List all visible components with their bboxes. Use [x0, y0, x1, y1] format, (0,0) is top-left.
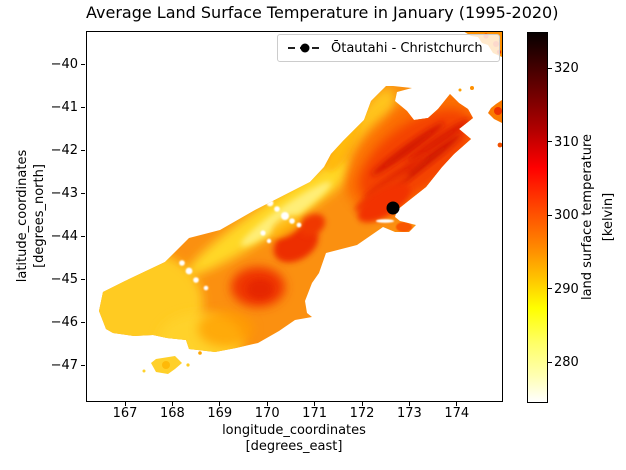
- x-axis-label-line2: [degrees_east]: [245, 439, 343, 454]
- x-tick-mark: [361, 402, 363, 406]
- islet-dot: [470, 86, 474, 90]
- plot-area: [86, 31, 503, 401]
- colorbar-label-line2: [kelvin]: [601, 192, 616, 242]
- y-tick-label: −46: [50, 315, 78, 330]
- y-tick-label: −44: [50, 229, 78, 244]
- y-tick-label: −41: [50, 100, 78, 115]
- y-tick-label: −42: [50, 143, 78, 158]
- x-tick-label: 174: [444, 406, 470, 421]
- x-tick-label: 173: [396, 406, 422, 421]
- x-tick-label: 167: [112, 406, 138, 421]
- x-tick-label: 171: [302, 406, 328, 421]
- islet-dot: [497, 142, 503, 148]
- stewart-island-texture: [162, 361, 170, 369]
- islet-dot: [142, 369, 146, 373]
- y-tick-mark: [81, 364, 85, 366]
- chart-title: Average Land Surface Temperature in Janu…: [86, 3, 559, 22]
- x-axis-label: longitude_coordinates [degrees_east]: [86, 423, 502, 455]
- islet-dot: [186, 363, 190, 367]
- wellington-texture: [494, 107, 502, 115]
- y-axis-label: latitude_coordinates [degrees_north]: [14, 150, 48, 282]
- x-tick-label: 168: [159, 406, 185, 421]
- colorbar-tick-mark: [548, 67, 552, 69]
- y-tick-mark: [81, 106, 85, 108]
- colorbar-tick-label: 310: [554, 134, 579, 150]
- y-tick-mark: [81, 235, 85, 237]
- y-tick-label: −43: [50, 186, 78, 201]
- y-tick-mark: [81, 149, 85, 151]
- x-tick-mark: [266, 402, 268, 406]
- colorbar-tick-label: 320: [554, 61, 579, 76]
- colorbar-tick-mark: [548, 361, 552, 363]
- y-tick-mark: [81, 321, 85, 323]
- islet-dot: [458, 88, 462, 92]
- colorbar-tick-mark: [548, 214, 552, 216]
- x-tick-mark: [456, 402, 458, 406]
- y-tick-mark: [81, 192, 85, 194]
- y-tick-mark: [81, 278, 85, 280]
- colorbar-tick-label: 290: [554, 281, 579, 297]
- x-tick-label: 170: [254, 406, 280, 421]
- x-tick-mark: [124, 402, 126, 406]
- x-axis-label-line1: longitude_coordinates: [222, 423, 366, 438]
- christchurch-marker: [386, 201, 400, 215]
- y-axis-label-line1: latitude_coordinates: [15, 149, 30, 283]
- y-tick-mark: [81, 63, 85, 65]
- x-tick-mark: [219, 402, 221, 406]
- colorbar-tick-mark: [548, 141, 552, 142]
- legend-marker-icon: [288, 43, 322, 53]
- x-tick-mark: [314, 402, 316, 406]
- y-axis-label-line2: [degrees_north]: [32, 164, 47, 268]
- y-tick-label: −45: [50, 272, 78, 287]
- temperature-raster: [99, 88, 473, 352]
- map-canvas: [99, 31, 503, 374]
- legend: Ōtautahi - Christchurch: [277, 34, 500, 62]
- x-tick-mark: [408, 402, 410, 406]
- islet-dot: [198, 351, 202, 355]
- x-tick-label: 169: [207, 406, 233, 421]
- legend-label: Ōtautahi - Christchurch: [331, 40, 483, 56]
- colorbar: [527, 32, 548, 403]
- colorbar-tick-label: 280: [554, 355, 579, 370]
- y-tick-label: −40: [50, 57, 78, 72]
- colorbar-tick-mark: [548, 288, 552, 289]
- x-tick-label: 172: [349, 406, 375, 421]
- x-tick-mark: [171, 402, 173, 406]
- colorbar-tick-label: 300: [554, 208, 579, 223]
- y-tick-label: −47: [50, 358, 78, 373]
